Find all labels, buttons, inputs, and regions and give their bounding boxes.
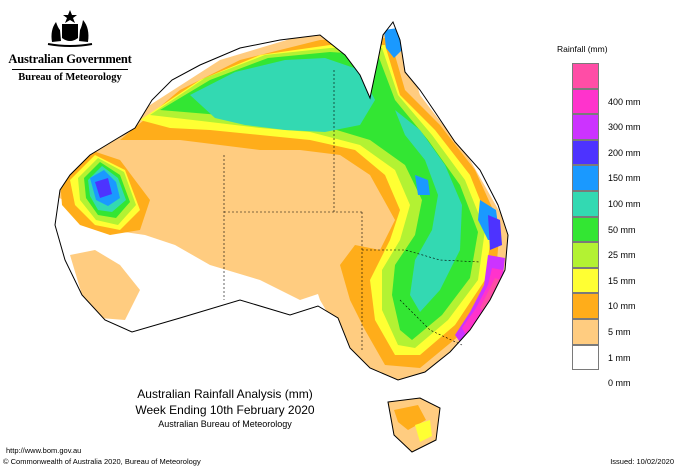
legend-swatch — [572, 190, 599, 217]
legend-label: 300 mm — [608, 122, 641, 133]
legend-label: 1 mm — [608, 352, 631, 363]
legend-row: 150 mm — [556, 165, 666, 191]
legend-swatch — [572, 88, 599, 115]
legend-row: 0 mm — [556, 370, 666, 396]
legend-row: 25 mm — [556, 242, 666, 268]
caption-source: Australian Bureau of Meteorology — [158, 419, 292, 429]
legend-label: 25 mm — [608, 250, 636, 261]
legend-row — [556, 63, 666, 89]
government-title: Australian Government — [8, 52, 132, 66]
legend-label: 200 mm — [608, 147, 641, 158]
legend-swatch — [572, 139, 599, 166]
issued-date: Issued: 10/02/2020 — [610, 457, 674, 466]
copyright-notice: © Commonwealth of Australia 2020, Bureau… — [3, 457, 201, 466]
caption-period: Week Ending 10th February 2020 — [135, 403, 315, 417]
tasmania — [387, 397, 441, 453]
legend-swatch — [572, 165, 599, 191]
legend-label: 0 mm — [608, 378, 631, 389]
legend-swatch — [572, 63, 599, 89]
legend-swatch — [572, 242, 599, 268]
legend-row: 400 mm — [556, 88, 666, 115]
legend-swatch — [572, 267, 599, 294]
legend-label: 400 mm — [608, 96, 641, 107]
legend-swatch — [572, 216, 599, 243]
legend-row: 50 mm — [556, 216, 666, 243]
legend-row: 300 mm — [556, 114, 666, 140]
bureau-title: Bureau of Meteorology — [18, 72, 122, 83]
legend-label: 10 mm — [608, 301, 636, 312]
legend-row: 200 mm — [556, 139, 666, 166]
logo-divider — [12, 69, 128, 70]
bom-website-link[interactable]: http://www.bom.gov.au — [6, 446, 82, 455]
legend-row: 100 mm — [556, 190, 666, 217]
coat-of-arms-icon — [47, 10, 93, 47]
legend-label: 150 mm — [608, 173, 641, 184]
rainfall-legend: Rainfall (mm) 400 mm 300 mm 200 mm 150 mm 10… — [556, 44, 666, 396]
legend-row: 1 mm — [556, 344, 666, 371]
legend-label: 15 mm — [608, 275, 636, 286]
legend-swatch — [572, 344, 599, 371]
legend-label: 50 mm — [608, 224, 636, 235]
caption-title: Australian Rainfall Analysis (mm) — [137, 387, 313, 401]
legend-row: 5 mm — [556, 318, 666, 345]
state-borders — [223, 70, 481, 350]
mainland-australia — [54, 20, 509, 381]
legend-label: 100 mm — [608, 198, 641, 209]
legend-row: 15 mm — [556, 267, 666, 294]
legend-label: 5 mm — [608, 326, 631, 337]
legend-swatch — [572, 114, 599, 140]
government-logo: Australian Government Bureau of Meteorol… — [8, 8, 132, 83]
legend-swatch — [572, 318, 599, 345]
legend-title: Rainfall (mm) — [557, 44, 608, 54]
legend-row: 10 mm — [556, 293, 666, 319]
map-caption: Australian Rainfall Analysis (mm) Week E… — [120, 386, 330, 431]
legend-swatch — [572, 293, 599, 319]
